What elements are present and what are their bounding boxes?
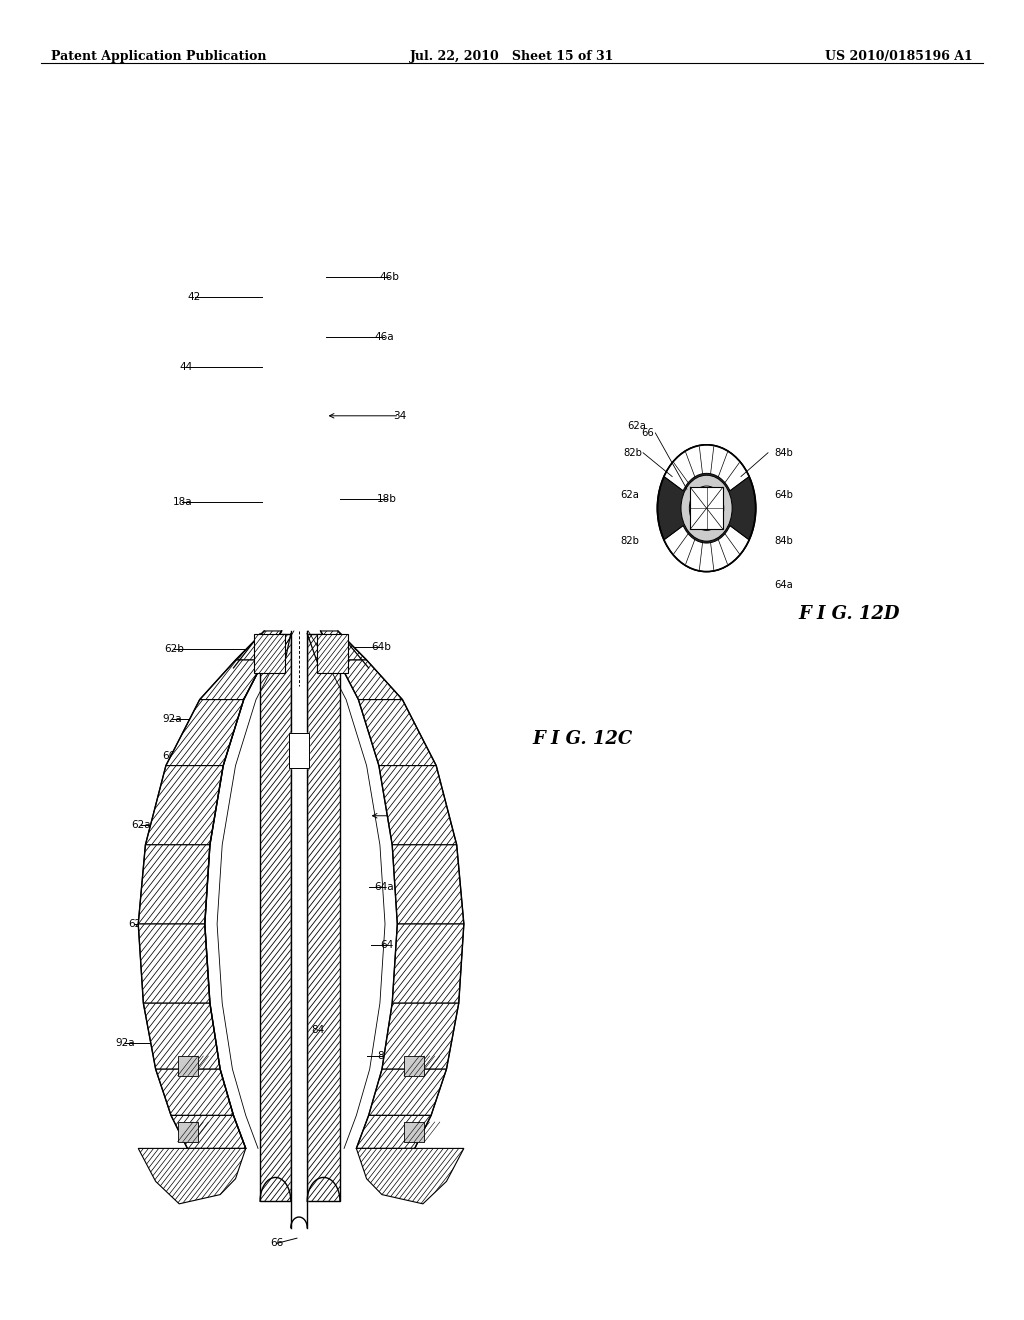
Text: 52: 52 <box>419 1150 431 1160</box>
Text: 66: 66 <box>641 428 653 438</box>
PathPatch shape <box>156 1069 233 1115</box>
PathPatch shape <box>145 766 223 845</box>
Text: 62a: 62a <box>628 421 646 432</box>
PathPatch shape <box>317 634 348 673</box>
Text: 64b: 64b <box>774 490 793 500</box>
Text: 44: 44 <box>180 362 193 372</box>
Text: 34: 34 <box>393 411 406 421</box>
Text: F I G. 12C: F I G. 12C <box>532 730 633 748</box>
Text: 84b: 84b <box>774 447 793 458</box>
Text: 84: 84 <box>311 1024 324 1035</box>
PathPatch shape <box>236 631 282 660</box>
Bar <box>403 1122 424 1142</box>
Text: 62a: 62a <box>621 490 639 500</box>
Text: 62: 62 <box>129 919 141 929</box>
Text: 84b: 84b <box>774 536 793 546</box>
Text: 82: 82 <box>378 1051 390 1061</box>
Text: 42: 42 <box>188 292 201 302</box>
Text: 92a: 92a <box>162 714 182 725</box>
PathPatch shape <box>392 845 464 924</box>
Text: 64a: 64a <box>774 579 793 590</box>
Text: 46a: 46a <box>374 331 394 342</box>
Text: 18a: 18a <box>172 496 193 507</box>
Text: F I G. 12D: F I G. 12D <box>799 605 900 623</box>
Wedge shape <box>664 525 750 572</box>
Circle shape <box>689 486 724 531</box>
PathPatch shape <box>143 1003 220 1069</box>
PathPatch shape <box>138 1148 246 1204</box>
PathPatch shape <box>200 660 264 700</box>
Circle shape <box>681 475 732 541</box>
Text: 66: 66 <box>270 1238 283 1249</box>
PathPatch shape <box>138 924 210 1003</box>
Text: 66a: 66a <box>162 751 182 762</box>
PathPatch shape <box>166 700 244 766</box>
Wedge shape <box>664 445 750 491</box>
PathPatch shape <box>392 924 464 1003</box>
Text: 52: 52 <box>145 1150 158 1160</box>
Text: 94a: 94a <box>369 714 389 725</box>
PathPatch shape <box>138 845 210 924</box>
Text: Jul. 22, 2010   Sheet 15 of 31: Jul. 22, 2010 Sheet 15 of 31 <box>410 50 614 63</box>
Text: Patent Application Publication: Patent Application Publication <box>51 50 266 63</box>
Bar <box>178 1122 198 1142</box>
Text: US 2010/0185196 A1: US 2010/0185196 A1 <box>825 50 973 63</box>
Text: 46b: 46b <box>379 272 399 282</box>
Text: 62a: 62a <box>131 820 152 830</box>
PathPatch shape <box>338 660 402 700</box>
Text: 92a: 92a <box>115 1038 135 1048</box>
Bar <box>178 1056 198 1076</box>
PathPatch shape <box>382 1003 459 1069</box>
Text: 64b: 64b <box>371 642 391 652</box>
Text: 18b: 18b <box>377 494 397 504</box>
PathPatch shape <box>307 634 340 1201</box>
Text: 64: 64 <box>381 940 393 950</box>
PathPatch shape <box>321 631 367 660</box>
PathPatch shape <box>369 1069 446 1115</box>
PathPatch shape <box>356 1115 431 1148</box>
PathPatch shape <box>254 634 285 673</box>
Bar <box>690 487 723 529</box>
Text: 94a: 94a <box>377 1104 397 1114</box>
PathPatch shape <box>260 634 291 1201</box>
Circle shape <box>657 445 756 572</box>
PathPatch shape <box>356 1148 464 1204</box>
PathPatch shape <box>171 1115 246 1148</box>
Text: 62b: 62b <box>164 644 184 655</box>
Bar <box>403 1056 424 1076</box>
PathPatch shape <box>358 700 436 766</box>
Bar <box>289 733 309 768</box>
PathPatch shape <box>379 766 457 845</box>
Text: 64a: 64a <box>374 882 394 892</box>
Text: 36: 36 <box>398 810 411 821</box>
Text: 82b: 82b <box>621 536 639 546</box>
Text: 82b: 82b <box>624 447 642 458</box>
